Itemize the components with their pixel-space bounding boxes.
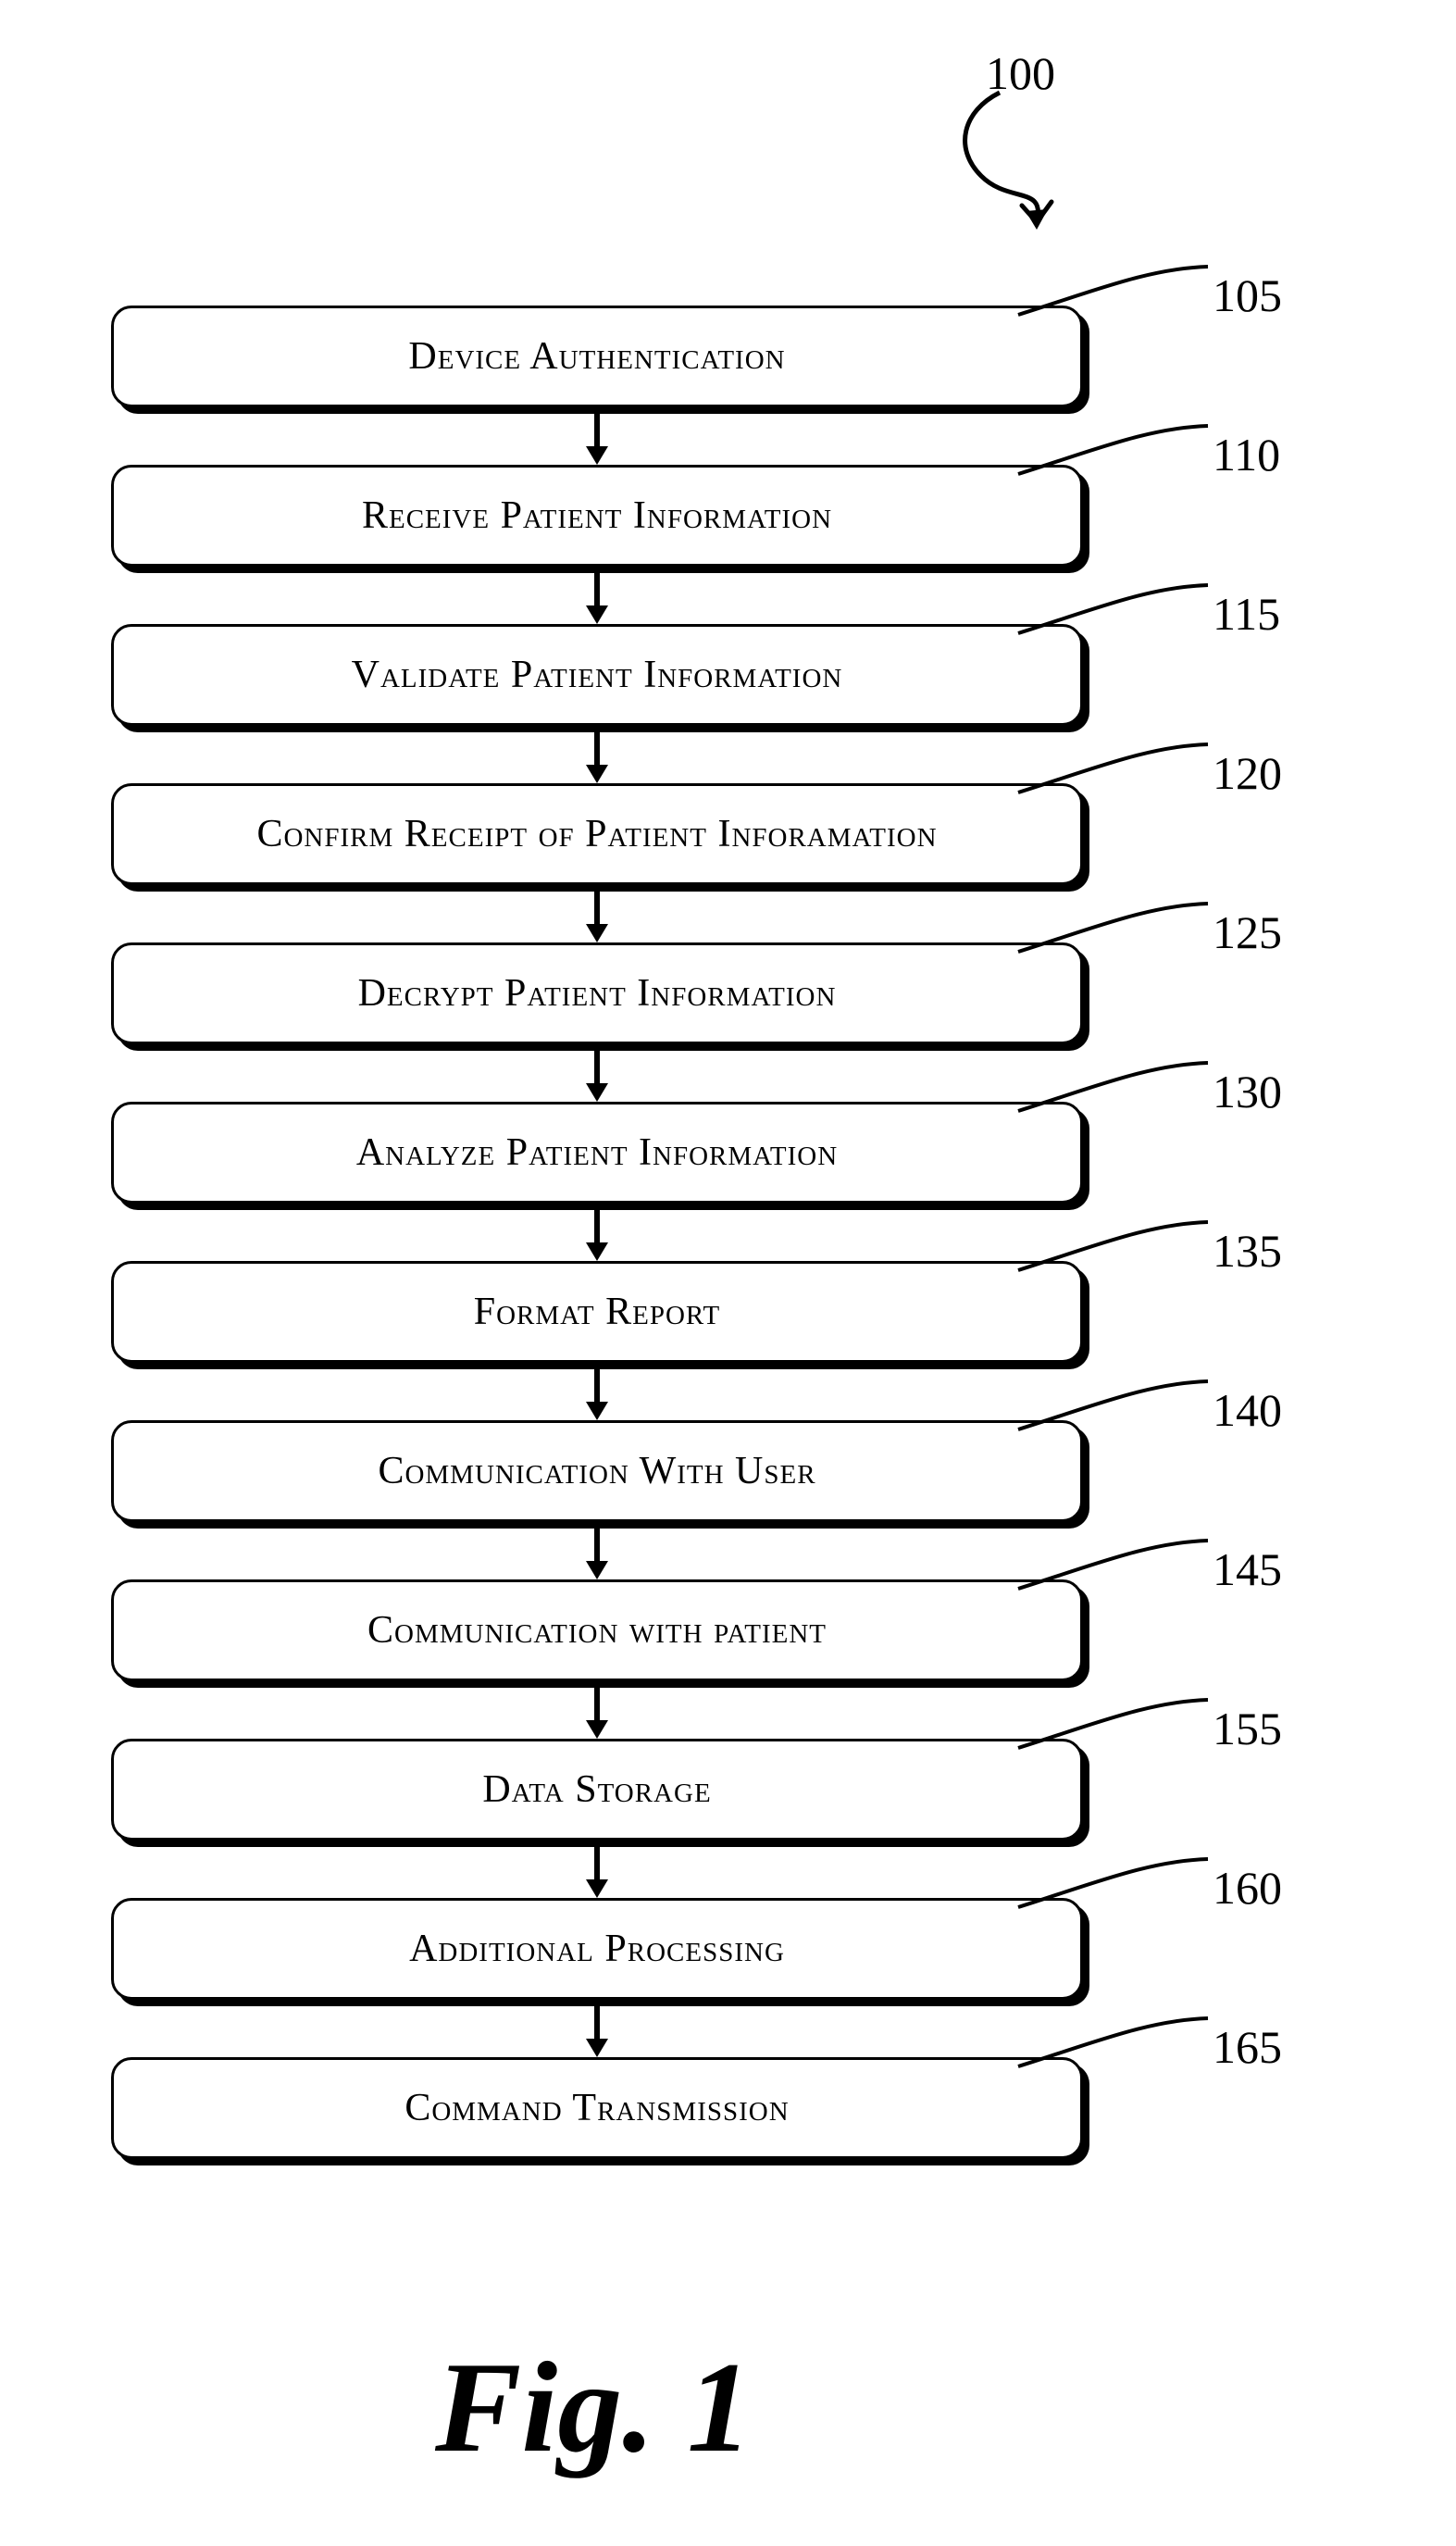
flow-step: Data Storage [111, 1739, 1083, 1841]
flow-step-box: Format Report [111, 1261, 1083, 1363]
ref-number: 110 [1213, 428, 1280, 481]
flow-step-box: Device Authentication [111, 306, 1083, 407]
ref-number: 160 [1213, 1861, 1282, 1915]
figure-ref-arrow [944, 83, 1092, 245]
figure-caption: Fig. 1 [435, 2333, 752, 2482]
ref-leader [1018, 737, 1222, 816]
ref-number: 120 [1213, 746, 1282, 800]
ref-leader [1018, 1852, 1222, 1930]
flow-step-label: Additional Processing [409, 1927, 785, 1971]
flow-step-box: Validate Patient Information [111, 624, 1083, 726]
flow-step-box: Command Transmission [111, 2057, 1083, 2159]
flow-step: Confirm Receipt of Patient Inforamation [111, 783, 1083, 885]
flowchart-canvas: 100 Device Authentication 105 Receive Pa… [0, 0, 1456, 2546]
flow-step: Analyze Patient Information [111, 1102, 1083, 1204]
flow-step: Decrypt Patient Information [111, 942, 1083, 1044]
flow-step: Communication With User [111, 1420, 1083, 1522]
flow-arrow-down [579, 2006, 616, 2062]
flow-step-box: Communication with patient [111, 1579, 1083, 1681]
ref-number: 135 [1213, 1224, 1282, 1278]
flow-arrow-down [579, 732, 616, 788]
flow-step: Additional Processing [111, 1898, 1083, 2000]
ref-number: 145 [1213, 1542, 1282, 1596]
ref-number: 140 [1213, 1383, 1282, 1437]
ref-number: 130 [1213, 1065, 1282, 1118]
ref-leader [1018, 259, 1222, 338]
ref-number: 115 [1213, 587, 1280, 641]
flow-step: Format Report [111, 1261, 1083, 1363]
ref-leader [1018, 1215, 1222, 1293]
ref-leader [1018, 1374, 1222, 1453]
flow-arrow-down [579, 892, 616, 947]
ref-leader [1018, 1055, 1222, 1134]
ref-number: 155 [1213, 1702, 1282, 1755]
ref-leader [1018, 578, 1222, 656]
ref-number: 105 [1213, 268, 1282, 322]
ref-leader [1018, 2011, 1222, 2090]
flow-step-box: Additional Processing [111, 1898, 1083, 2000]
flow-step-box: Confirm Receipt of Patient Inforamation [111, 783, 1083, 885]
flow-step-label: Validate Patient Information [352, 653, 843, 697]
flow-arrow-down [579, 1529, 616, 1584]
flow-arrow-down [579, 1210, 616, 1266]
flow-step-label: Format Report [474, 1290, 721, 1334]
ref-leader [1018, 1533, 1222, 1612]
flow-arrow-down [579, 1051, 616, 1106]
flow-step-label: Command Transmission [404, 2086, 789, 2130]
flow-step: Validate Patient Information [111, 624, 1083, 726]
flow-step-label: Analyze Patient Information [356, 1130, 838, 1175]
flow-step-label: Receive Patient Information [362, 493, 832, 538]
ref-leader [1018, 896, 1222, 975]
flow-step-box: Analyze Patient Information [111, 1102, 1083, 1204]
ref-number: 125 [1213, 905, 1282, 959]
flow-step-box: Data Storage [111, 1739, 1083, 1841]
flow-step-box: Communication With User [111, 1420, 1083, 1522]
flow-step-label: Communication With User [378, 1449, 815, 1493]
flow-arrow-down [579, 1688, 616, 1743]
flow-step: Device Authentication [111, 306, 1083, 407]
flow-step-label: Confirm Receipt of Patient Inforamation [256, 812, 937, 856]
flow-step-box: Decrypt Patient Information [111, 942, 1083, 1044]
flow-arrow-down [579, 573, 616, 629]
ref-leader [1018, 418, 1222, 497]
flow-step: Command Transmission [111, 2057, 1083, 2159]
ref-leader [1018, 1692, 1222, 1771]
flow-step-label: Decrypt Patient Information [358, 971, 837, 1016]
flow-arrow-down [579, 1369, 616, 1425]
flow-step-label: Data Storage [482, 1767, 711, 1812]
flow-arrow-down [579, 414, 616, 469]
flow-step-box: Receive Patient Information [111, 465, 1083, 567]
flow-arrow-down [579, 1847, 616, 1903]
flow-step: Receive Patient Information [111, 465, 1083, 567]
ref-number: 165 [1213, 2020, 1282, 2074]
flow-step-label: Device Authentication [408, 334, 785, 379]
flow-step-label: Communication with patient [367, 1608, 827, 1653]
flow-step: Communication with patient [111, 1579, 1083, 1681]
